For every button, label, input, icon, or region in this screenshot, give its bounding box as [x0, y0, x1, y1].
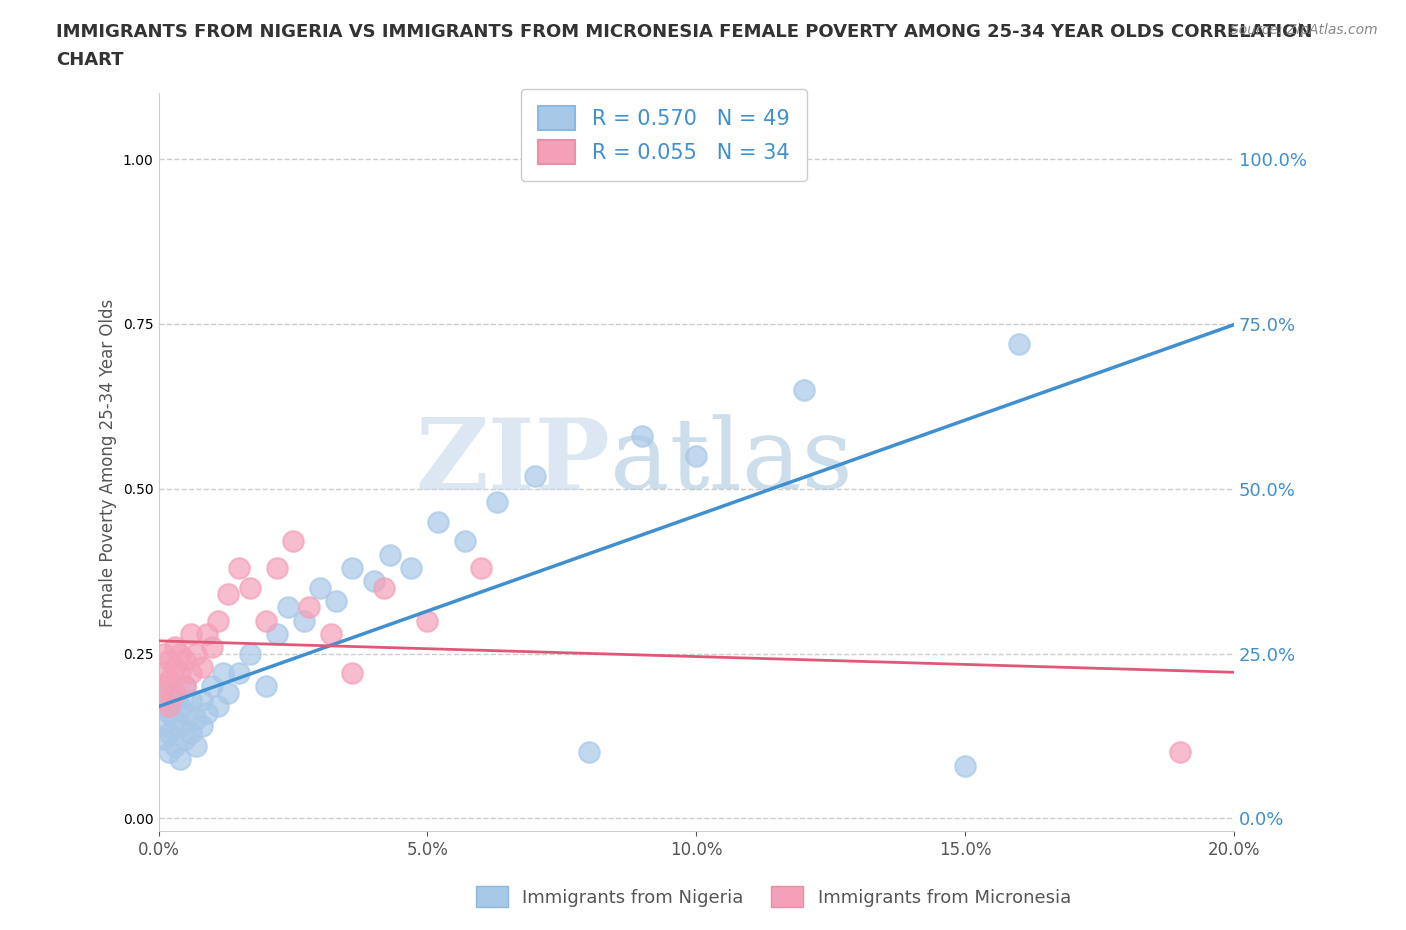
- Point: [454, 534, 477, 549]
- Point: [157, 672, 180, 687]
- Point: [228, 561, 250, 576]
- Point: [190, 659, 212, 674]
- Point: [953, 758, 976, 773]
- Point: [217, 587, 239, 602]
- Point: [378, 547, 401, 562]
- Point: [180, 725, 202, 740]
- Point: [174, 705, 197, 720]
- Y-axis label: Female Poverty Among 25-34 Year Olds: Female Poverty Among 25-34 Year Olds: [100, 299, 117, 627]
- Point: [254, 613, 277, 628]
- Point: [153, 692, 176, 707]
- Text: CHART: CHART: [56, 51, 124, 69]
- Point: [186, 738, 208, 753]
- Point: [427, 514, 450, 529]
- Point: [373, 580, 395, 595]
- Text: ZIP: ZIP: [415, 414, 610, 511]
- Point: [254, 679, 277, 694]
- Point: [169, 646, 191, 661]
- Point: [180, 666, 202, 681]
- Point: [174, 679, 197, 694]
- Point: [153, 679, 176, 694]
- Point: [340, 666, 363, 681]
- Point: [180, 626, 202, 641]
- Point: [631, 429, 654, 444]
- Point: [153, 666, 176, 681]
- Point: [163, 685, 186, 700]
- Point: [228, 666, 250, 681]
- Point: [169, 751, 191, 766]
- Point: [186, 712, 208, 727]
- Point: [266, 561, 288, 576]
- Point: [157, 685, 180, 700]
- Point: [174, 653, 197, 668]
- Point: [157, 705, 180, 720]
- Legend: Immigrants from Nigeria, Immigrants from Micronesia: Immigrants from Nigeria, Immigrants from…: [467, 877, 1080, 916]
- Legend: R = 0.570   N = 49, R = 0.055   N = 34: R = 0.570 N = 49, R = 0.055 N = 34: [522, 89, 807, 180]
- Point: [169, 666, 191, 681]
- Point: [239, 580, 262, 595]
- Point: [174, 732, 197, 747]
- Point: [325, 593, 347, 608]
- Text: atlas: atlas: [610, 415, 853, 511]
- Text: IMMIGRANTS FROM NIGERIA VS IMMIGRANTS FROM MICRONESIA FEMALE POVERTY AMONG 25-34: IMMIGRANTS FROM NIGERIA VS IMMIGRANTS FR…: [56, 23, 1313, 41]
- Point: [153, 732, 176, 747]
- Point: [186, 646, 208, 661]
- Point: [169, 698, 191, 713]
- Point: [217, 685, 239, 700]
- Point: [157, 745, 180, 760]
- Point: [340, 561, 363, 576]
- Point: [163, 712, 186, 727]
- Point: [363, 574, 385, 589]
- Point: [308, 580, 330, 595]
- Point: [190, 692, 212, 707]
- Point: [793, 382, 815, 397]
- Point: [157, 725, 180, 740]
- Point: [163, 640, 186, 655]
- Point: [470, 561, 492, 576]
- Point: [578, 745, 600, 760]
- Point: [174, 679, 197, 694]
- Point: [523, 468, 546, 483]
- Point: [207, 698, 229, 713]
- Point: [195, 626, 218, 641]
- Point: [416, 613, 439, 628]
- Point: [157, 653, 180, 668]
- Point: [169, 719, 191, 734]
- Point: [207, 613, 229, 628]
- Point: [180, 692, 202, 707]
- Point: [266, 626, 288, 641]
- Point: [212, 666, 235, 681]
- Point: [201, 679, 224, 694]
- Point: [190, 719, 212, 734]
- Point: [163, 738, 186, 753]
- Point: [298, 600, 321, 615]
- Point: [195, 705, 218, 720]
- Point: [277, 600, 299, 615]
- Point: [685, 448, 707, 463]
- Point: [157, 698, 180, 713]
- Point: [292, 613, 315, 628]
- Point: [163, 692, 186, 707]
- Point: [153, 646, 176, 661]
- Point: [1168, 745, 1191, 760]
- Point: [486, 495, 509, 510]
- Point: [399, 561, 422, 576]
- Point: [1008, 337, 1031, 352]
- Point: [319, 626, 342, 641]
- Point: [239, 646, 262, 661]
- Point: [163, 659, 186, 674]
- Point: [153, 698, 176, 713]
- Text: Source: ZipAtlas.com: Source: ZipAtlas.com: [1230, 23, 1378, 37]
- Point: [153, 719, 176, 734]
- Point: [201, 640, 224, 655]
- Point: [281, 534, 304, 549]
